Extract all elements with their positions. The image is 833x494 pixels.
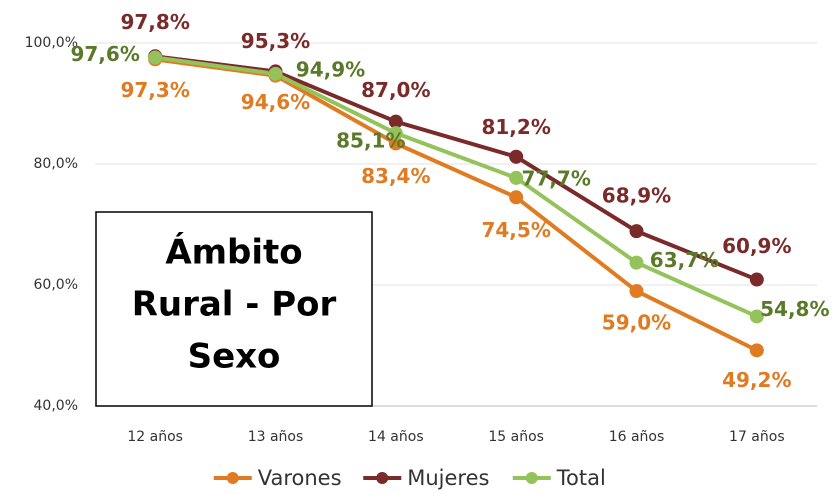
annotation-text: Ámbito [165, 232, 302, 273]
data-point [509, 170, 524, 185]
annotation-text: Rural - Por [132, 285, 337, 325]
data-label: 49,2% [722, 368, 791, 392]
data-label: 87,0% [361, 78, 430, 102]
y-tick-label: 80,0% [34, 156, 78, 172]
series-line [154, 54, 758, 282]
legend-marker [226, 472, 239, 484]
data-label: 63,7% [650, 248, 719, 272]
y-tick-label: 100,0% [25, 35, 78, 51]
x-tick-label: 13 años [248, 429, 304, 445]
data-point [749, 309, 764, 324]
data-label: 97,8% [120, 10, 189, 34]
data-point [268, 66, 283, 81]
y-tick-label: 40,0% [34, 398, 78, 414]
x-tick-label: 14 años [368, 429, 424, 445]
legend-marker [376, 472, 389, 484]
data-label: 95,3% [241, 29, 310, 53]
data-point [509, 149, 524, 164]
data-label: 59,0% [602, 311, 671, 335]
annotation-box [95, 211, 373, 407]
y-tick-label: 60,0% [34, 277, 78, 293]
data-point [509, 190, 524, 205]
data-label: 97,3% [120, 78, 189, 102]
data-label: 60,9% [722, 234, 791, 258]
data-point [388, 126, 403, 141]
legend-label: Varones [258, 466, 342, 490]
data-label: 94,9% [296, 57, 365, 81]
x-tick-label: 16 años [609, 429, 665, 445]
x-tick-label: 15 años [488, 429, 544, 445]
data-label: 68,9% [602, 184, 671, 208]
data-label: 81,2% [481, 115, 550, 139]
x-tick-label: 17 años [729, 429, 785, 445]
data-point [629, 284, 644, 299]
data-label: 83,4% [361, 164, 430, 188]
data-label: 94,6% [241, 90, 310, 114]
legend-marker [525, 472, 538, 484]
data-point [388, 136, 403, 151]
data-point [629, 224, 644, 239]
series-line [154, 55, 758, 319]
x-tick-label: 12 años [127, 429, 183, 445]
data-point [148, 50, 163, 65]
data-point [749, 343, 764, 358]
data-label: 97,6% [70, 42, 139, 66]
data-point [749, 272, 764, 287]
data-label: 54,8% [760, 297, 829, 321]
data-point [388, 114, 403, 129]
data-label: 77,7% [521, 166, 590, 190]
legend-label: Total [556, 466, 606, 490]
legend-label: Mujeres [407, 466, 489, 490]
data-label: 74,5% [481, 218, 550, 242]
annotation-text: Sexo [188, 337, 281, 377]
data-label: 85,1% [336, 129, 405, 153]
data-point [629, 255, 644, 270]
